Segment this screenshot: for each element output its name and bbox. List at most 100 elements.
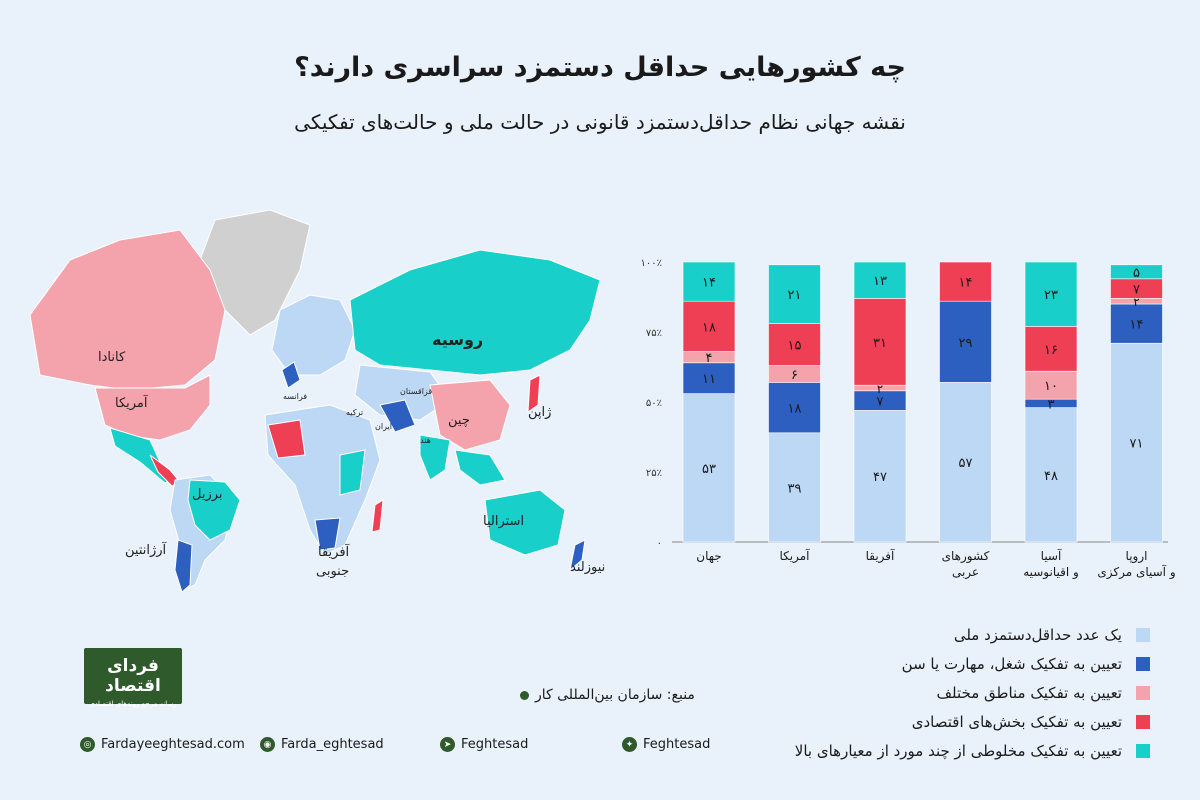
bar-value-label: ۵۳ xyxy=(702,462,716,477)
x-tick-label: اروپا xyxy=(1126,549,1148,564)
legend-item-regions: تعیین به تفکیک مناطق مختلف xyxy=(795,678,1150,707)
instagram-icon: ◉ xyxy=(260,737,275,752)
bar-value-label: ۱۴ xyxy=(959,276,973,291)
bar-segment xyxy=(768,323,821,366)
bar-value-label: ۷ xyxy=(877,395,884,410)
map-label-south-africa-1: آفریقا xyxy=(318,545,350,560)
map-label-argentina: آرژانتین xyxy=(125,543,167,558)
bar-value-label: ۲۱ xyxy=(788,288,802,303)
bar-value-label: ۱۴ xyxy=(1130,318,1144,333)
bar-value-label: ۱۸ xyxy=(788,402,802,417)
legend-swatch xyxy=(1136,685,1150,700)
bar-segment xyxy=(682,362,736,394)
bar-segment xyxy=(682,300,736,352)
africa-west-shape xyxy=(267,419,306,459)
europe-shape xyxy=(271,294,356,376)
source-text: منبع: سازمان بین‌المللی کار xyxy=(535,687,695,703)
bar-segment xyxy=(1110,303,1163,344)
map-label-canada: کانادا xyxy=(98,350,126,365)
bar-value-label: ۶ xyxy=(791,368,798,383)
page-subtitle: نقشه جهانی نظام حداقل‌دستمزد قانونی در ح… xyxy=(294,110,906,134)
bar-segment xyxy=(1024,261,1078,327)
globe-icon: ◎ xyxy=(80,737,95,752)
map-label-brazil: برزیل xyxy=(192,487,223,502)
legend-item-occupation: تعیین به تفکیک شغل، مهارت یا سن xyxy=(795,649,1150,678)
bar-value-label: ۲ xyxy=(1133,295,1140,310)
central-asia-shape xyxy=(354,364,451,421)
russia-shape xyxy=(349,249,601,376)
footer-twitter[interactable]: ✦ Feghtesad xyxy=(622,737,710,752)
uk-shape xyxy=(281,361,301,389)
bar-segment xyxy=(1024,407,1078,543)
bar-segment xyxy=(939,300,992,383)
bar-value-label: ۱۰ xyxy=(1044,379,1058,394)
source-note: منبع: سازمان بین‌المللی کار xyxy=(520,687,695,703)
bar-value-label: ۵۷ xyxy=(959,456,973,471)
y-tick-label: ۵۰٪ xyxy=(646,398,662,409)
brand-logo: فردای اقتصاد رسانه مرجع روندهای اقتصادی xyxy=(84,648,182,708)
bar-segment xyxy=(768,264,821,324)
india-shape xyxy=(419,434,451,481)
legend-label: تعیین به تفکیک شغل، مهارت یا سن xyxy=(901,654,1122,673)
bar-segment xyxy=(768,382,821,434)
chart-legend: یک عدد حداقل‌دستمزد ملی تعیین به تفکیک ش… xyxy=(795,620,1150,765)
bar-value-label: ۲ xyxy=(877,382,884,397)
iran-shape xyxy=(379,399,416,433)
twitter-icon: ✦ xyxy=(622,737,637,752)
bar-value-label: ۲۳ xyxy=(1044,288,1058,303)
bar-value-label: ۷ xyxy=(1133,283,1140,298)
bar-value-label: ۱۱ xyxy=(702,372,716,387)
legend-item-sectors: تعیین به تفکیک بخش‌های اقتصادی xyxy=(795,707,1150,736)
bar-value-label: ۴ xyxy=(706,351,713,366)
y-tick-label: ۰ xyxy=(657,538,662,549)
stacked-bar-chart: ۰۲۵٪۵۰٪۷۵٪۱۰۰٪۵۳۱۱۴۱۸۱۴جهان۳۹۱۸۶۱۵۲۱آمری… xyxy=(641,258,1176,580)
map-label-turkey: ترکیه xyxy=(346,408,364,417)
map-label-iran: ایران xyxy=(375,422,392,431)
africa-east-shape xyxy=(339,449,366,496)
bar-segment xyxy=(1024,370,1078,400)
bar-segment xyxy=(853,298,907,386)
bar-segment xyxy=(1110,342,1163,543)
map-label-south-africa-2: جنوبی xyxy=(316,564,350,579)
world-map: روسیه کانادا آمریکا چین ژاپن برزیل آرژان… xyxy=(0,0,640,600)
website-text: Fardayeeghtesad.com xyxy=(101,737,245,752)
bar-segment xyxy=(853,410,907,543)
world-map-graphic xyxy=(29,209,601,593)
madagascar-shape xyxy=(371,499,384,533)
australia-shape xyxy=(484,489,566,556)
bar-segment xyxy=(853,261,907,299)
telegram-icon: ➤ xyxy=(440,737,455,752)
new-zealand-shape xyxy=(569,539,586,572)
footer-website[interactable]: ◎ Fardayeeghtesad.com xyxy=(80,737,245,752)
x-tick-label: آفریقا xyxy=(866,548,895,564)
map-label-china: چین xyxy=(448,413,470,428)
footer-instagram[interactable]: ◉ Farda_eghtesad xyxy=(260,737,384,752)
bar-segment xyxy=(939,382,992,543)
bar-segment xyxy=(682,393,736,543)
page-title: چه کشورهایی حداقل دستمزد سراسری دارند؟ xyxy=(294,52,906,83)
legend-item-national: یک عدد حداقل‌دستمزد ملی xyxy=(795,620,1150,649)
bar-segment xyxy=(1024,326,1078,372)
x-tick-label: آمریکا xyxy=(779,548,810,564)
instagram-text: Farda_eghtesad xyxy=(281,737,384,752)
legend-swatch xyxy=(1136,714,1150,729)
y-tick-label: ۷۵٪ xyxy=(646,328,662,339)
x-tick-label: عربی xyxy=(952,565,979,580)
legend-label: تعیین به تفکیک مناطق مختلف xyxy=(936,683,1123,702)
x-tick-label: کشورهای xyxy=(942,549,990,564)
y-tick-label: ۱۰۰٪ xyxy=(641,258,662,269)
footer-telegram[interactable]: ➤ Feghtesad xyxy=(440,737,528,752)
twitter-text: Feghtesad xyxy=(643,737,711,752)
bar-value-label: ۲۹ xyxy=(959,336,973,351)
canada-shape xyxy=(29,229,226,391)
bar-value-label: ۳۹ xyxy=(788,481,802,496)
logo-tagline: رسانه مرجع روندهای اقتصادی xyxy=(89,700,177,708)
map-label-russia: روسیه xyxy=(432,330,484,349)
bar-segment xyxy=(768,432,821,543)
bar-value-label: ۵ xyxy=(1133,266,1140,281)
map-label-usa: آمریکا xyxy=(115,396,148,411)
x-tick-label: و اقیانوسیه xyxy=(1023,565,1079,580)
bullet-icon xyxy=(520,690,529,700)
legend-label: یک عدد حداقل‌دستمزد ملی xyxy=(953,625,1122,644)
legend-swatch xyxy=(1136,656,1150,671)
